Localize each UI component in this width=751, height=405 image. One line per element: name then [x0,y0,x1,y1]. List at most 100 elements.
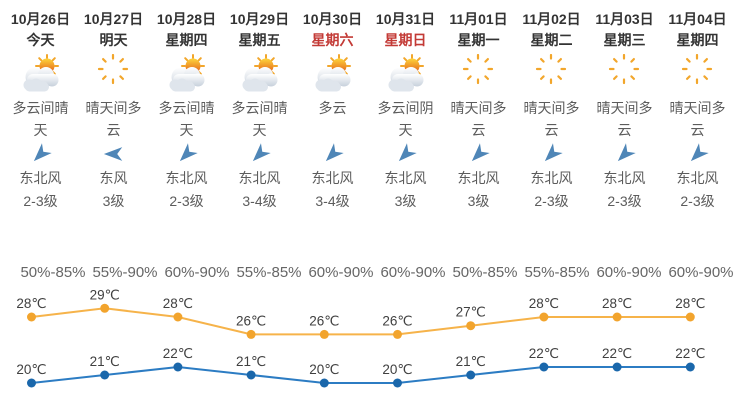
date-label: 10月26日 [10,11,71,27]
weather-description: 多云 [318,100,347,116]
date-label: 11月04日 [668,11,727,27]
sunny-cloud-icon [608,54,643,92]
humidity-value: 55%-85% [524,264,590,281]
high-temperature-label: 27℃ [456,305,486,320]
wind-direction-arrow-icon [617,143,636,162]
date-label: 10月29日 [229,11,290,27]
low-temperature-point [685,362,695,372]
low-temperature-label: 22℃ [675,346,705,361]
weather-description: 晴天间多云 [669,100,726,138]
weather-icon-wrap [150,51,223,97]
weekday-label: 星期五 [238,32,281,48]
low-temperature-label: 20℃ [309,362,339,377]
date-label: 10月30日 [302,11,363,27]
wind-arrow-wrap [661,141,734,167]
wind-arrow-wrap [4,141,77,167]
wind-direction-label: 东北风 [19,170,62,186]
day-column[interactable]: 10月29日 星期五 [223,0,296,213]
wind-direction-label: 东北风 [165,170,208,186]
high-temperature-point [612,312,622,322]
weather-description: 晴天间多云 [523,100,580,138]
high-temperature-point [173,312,183,322]
wind-direction-label: 东北风 [384,170,427,186]
high-temperature-point [319,329,329,339]
date-label: 11月03日 [595,11,654,27]
wind-direction-label: 东北风 [238,170,281,186]
wind-direction-label: 东北风 [530,170,573,186]
wind-direction-arrow-icon [690,143,709,162]
date-label: 10月28日 [156,11,217,27]
day-column[interactable]: 10月26日 今天 [4,0,77,213]
wind-level-label: 2-3级 [169,193,204,209]
high-temperature-line [31,307,691,336]
wind-arrow-wrap [442,141,515,167]
weather-description: 多云间阴天 [377,100,434,138]
humidity-value: 60%-90% [164,264,230,281]
weather-description: 多云间晴天 [158,100,215,138]
humidity-value: 60%-90% [668,264,734,281]
wind-direction-arrow-icon [325,143,344,162]
low-temperature-point [246,370,256,380]
wind-level-label: 3-4级 [242,193,277,209]
cloudy-sun-icon [169,54,205,92]
wind-direction-arrow-icon [544,143,563,162]
humidity-value: 55%-85% [236,264,302,281]
temperature-chart-wrap: 28℃ 29℃ 28℃ 26℃ 26℃ 26℃ 27℃ 28℃ 28℃ 28℃ 20℃ 21℃ 22℃ 2… [0,287,751,405]
wind-level-label: 2-3级 [534,193,569,209]
wind-direction-label: 东北风 [457,170,500,186]
date-label: 10月27日 [83,11,144,27]
high-temperature-point [393,329,402,339]
wind-direction-label: 东北风 [603,170,646,186]
low-temperature-label: 20℃ [382,362,412,377]
humidity-value: 55%-90% [92,264,158,281]
high-temperature-point [27,312,36,322]
low-temperature-point [466,370,476,380]
day-column[interactable]: 11月02日 星期二 [515,0,588,213]
low-temperature-label: 21℃ [456,354,486,369]
weather-icon-wrap [369,51,442,97]
high-temperature-label: 28℃ [602,296,632,311]
low-temperature-point [393,378,402,388]
wind-level-label: 3级 [394,193,417,209]
high-temperature-label: 26℃ [382,313,412,328]
humidity-value: 60%-90% [308,264,374,281]
wind-direction-arrow-icon [179,143,198,162]
weather-icon-wrap [4,51,77,97]
wind-level-label: 3级 [467,193,490,209]
wind-direction-arrow-icon [252,143,271,162]
high-temperature-point [685,312,695,322]
day-column[interactable]: 10月27日 明天 [77,0,150,213]
day-column[interactable]: 11月03日 星期三 [588,0,661,213]
high-temperature-label: 29℃ [90,288,120,302]
wind-direction-arrow-icon [103,147,122,161]
cloudy-sun-icon [315,54,351,92]
day-column[interactable]: 11月01日 星期一 [442,0,515,213]
day-column[interactable]: 10月28日 星期四 [150,0,223,213]
wind-arrow-wrap [150,141,223,167]
wind-level-label: 2-3级 [680,193,715,209]
wind-arrow-wrap [223,141,296,167]
cloudy-sun-icon [23,54,59,92]
wind-level-label: 3-4级 [315,193,350,209]
weather-description: 晴天间多云 [596,100,653,138]
wind-level-label: 2-3级 [23,193,58,209]
wind-direction-label: 东北风 [311,170,354,186]
weekday-label: 星期二 [530,32,573,48]
day-column[interactable]: 11月04日 星期四 [661,0,734,213]
humidity-row: 50%-85% 55%-90% 60%-90% 55%-85% 60%-90% 60%-9… [17,261,737,285]
weekday-label: 星期日 [384,32,427,48]
temperature-chart: 28℃ 29℃ 28℃ 26℃ 26℃ 26℃ 27℃ 28℃ 28℃ 28℃ 20℃ 21℃ 22℃ 2… [16,287,705,388]
sunny-cloud-icon [535,54,570,92]
weather-icon-wrap [661,51,734,97]
low-temperature-point [27,378,36,388]
humidity-value: 60%-90% [380,264,446,281]
forecast-table: 10月26日 今天 [4,0,734,213]
wind-arrow-wrap [515,141,588,167]
low-temperature-point [319,378,329,388]
weekday-label: 星期一 [457,32,500,48]
day-column[interactable]: 10月31日 星期日 [369,0,442,213]
weekday-label: 明天 [99,32,128,48]
humidity-value: 60%-90% [596,264,662,281]
low-temperature-point [612,362,622,372]
day-column[interactable]: 10月30日 星期六 [296,0,369,213]
